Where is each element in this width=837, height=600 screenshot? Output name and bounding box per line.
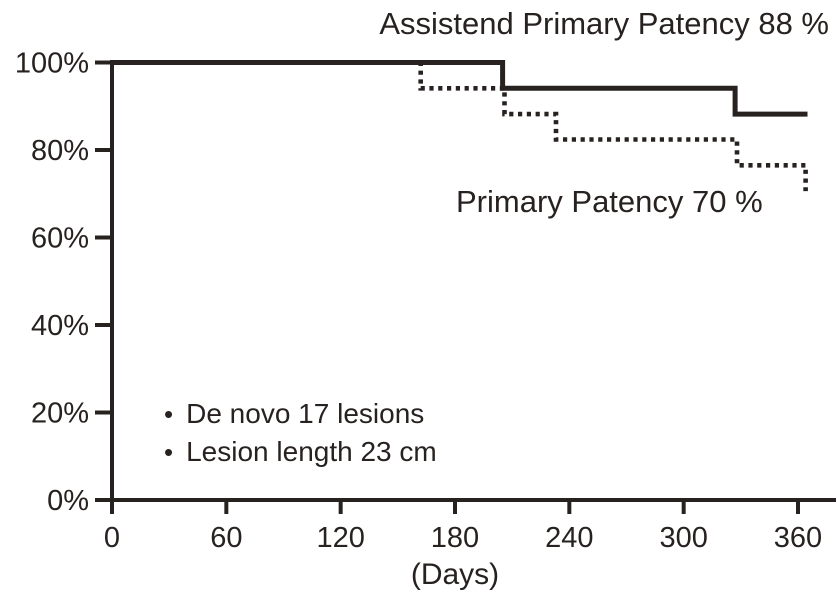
x-tick-label: 240 xyxy=(545,522,593,554)
bullet-icon: • xyxy=(164,437,174,467)
x-tick-label: 300 xyxy=(659,522,707,554)
primary-patency-label: Primary Patency 70 % xyxy=(456,184,763,219)
x-tick-label: 60 xyxy=(210,522,242,554)
y-tick-label: 20% xyxy=(31,398,89,430)
x-tick-label: 120 xyxy=(316,522,364,554)
y-tick-label: 100% xyxy=(15,48,89,80)
annotation-lesion-length: • Lesion length 23 cm xyxy=(164,436,437,468)
x-tick-label: 0 xyxy=(104,522,120,554)
x-tick-label: 360 xyxy=(774,522,822,554)
y-tick-label: 40% xyxy=(31,310,89,342)
x-axis-title: (Days) xyxy=(410,558,500,591)
annotation-text: Lesion length 23 cm xyxy=(186,436,437,467)
bullet-icon: • xyxy=(164,399,174,429)
y-tick-label: 0% xyxy=(47,485,89,517)
assisted-primary-patency-label: Assistend Primary Patency 88 % xyxy=(379,6,829,41)
y-tick-label: 80% xyxy=(31,135,89,167)
x-tick-label: 180 xyxy=(431,522,479,554)
annotation-text: De novo 17 lesions xyxy=(186,398,425,429)
series-assistend-primary-patency xyxy=(112,60,808,117)
series-primary-patency xyxy=(112,60,808,192)
annotation-de-novo: • De novo 17 lesions xyxy=(164,398,424,430)
y-tick-label: 60% xyxy=(31,223,89,255)
